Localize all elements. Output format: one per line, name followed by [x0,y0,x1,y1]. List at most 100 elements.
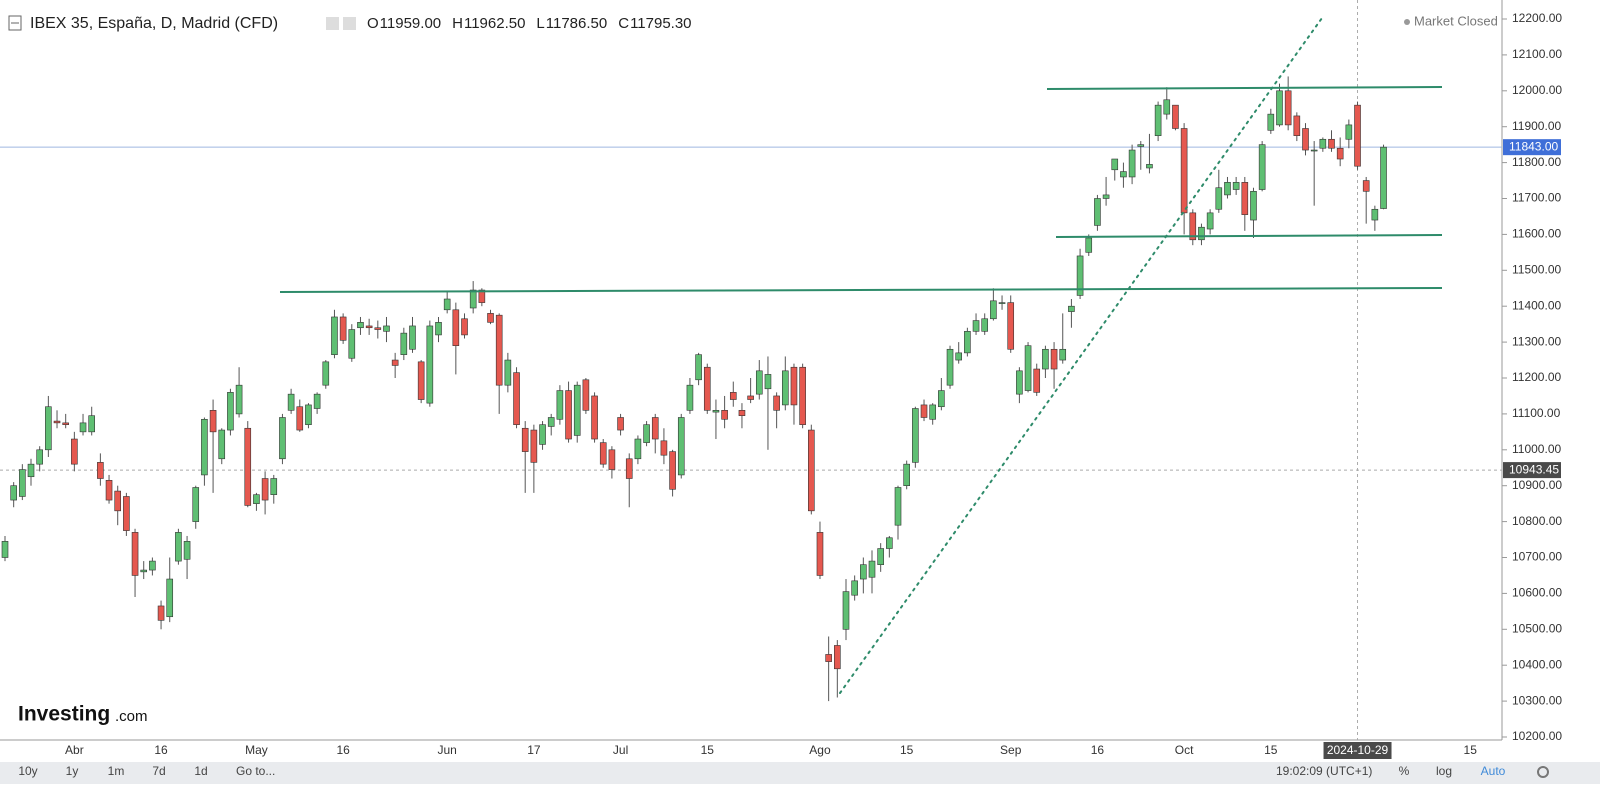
x-tick-label: Jul [613,743,628,757]
option-button[interactable]: % [1399,764,1410,778]
candle-body [10,485,17,501]
candle-body [1284,90,1292,126]
ohlc-value: 11786.50 [546,15,607,32]
option-button[interactable]: Auto [1481,764,1506,778]
candle-body [530,429,538,463]
candle-body [218,429,226,460]
candle-body [348,329,356,359]
candle-body [1137,144,1145,147]
candle-body [608,449,616,470]
symbol-title: IBEX 35, España, D, Madrid (CFD) [30,15,278,32]
candle-body [1241,182,1249,215]
candle-body [617,417,624,431]
crosshair-date-box [1323,742,1392,759]
candle-body [686,384,694,411]
option-button[interactable]: log [1436,764,1452,778]
candle-body [851,580,858,596]
x-tick-label: 15 [1264,743,1278,757]
y-tick-label: 11800.00 [1512,155,1561,169]
range-button[interactable]: 1m [108,764,125,778]
x-tick-label: 15 [900,743,914,757]
candle-body [19,469,26,497]
y-tick-label: 10900.00 [1512,478,1562,492]
candle-body [1189,212,1197,241]
candle-body [998,302,1006,304]
y-tick-label: 11600.00 [1512,227,1561,241]
candle-body [1354,104,1361,167]
range-button[interactable]: 10y [18,764,37,778]
x-tick-label: 16 [1091,743,1105,757]
candle-body [781,370,789,406]
candle-body [409,325,416,350]
y-tick-label: 11900.00 [1512,119,1561,133]
candle-body [36,449,43,465]
candle-body [721,410,728,420]
candle-body [634,438,642,460]
y-tick-label: 10400.00 [1512,657,1562,671]
candle-body [157,605,165,621]
icon[interactable] [343,17,356,30]
candle-body [755,370,763,395]
candle-body [1111,158,1119,171]
candle-body [591,395,598,440]
candle-body [868,560,876,578]
ohlc-value: 11795.30 [630,15,691,32]
last-price-label: 11843.00 [1509,139,1558,153]
candle-body [1328,138,1335,149]
candle-body [114,490,122,512]
candle-body [227,392,234,431]
candle-body [729,392,737,400]
candle-body [573,384,581,436]
candle-body [487,313,494,323]
candle-body [1371,208,1379,221]
candle-body [183,541,191,560]
range-button[interactable]: 7d [152,764,165,778]
candle-body [79,422,87,433]
ohlc-legend: O 11959.00 H 11962.50 L 11786.50 C 11795.30 [367,15,692,32]
y-tick-label: 11000.00 [1512,442,1561,456]
candle-body [920,404,928,418]
candle-body [513,372,520,425]
candle-body [938,390,945,408]
candle-body [426,325,434,404]
candle-body [435,322,442,336]
settings-icon[interactable] [1537,766,1549,778]
candle-body [279,417,286,460]
ohlc-key: H [452,15,463,32]
candle-body [53,420,61,424]
logo-suffix: .com [115,708,148,725]
candle-body [235,384,243,415]
candle-body [443,298,451,311]
candle-body [123,496,130,531]
candle-body [383,325,390,332]
candle-body [391,359,399,366]
range-button[interactable]: 1y [66,764,79,778]
candle-body [1224,182,1231,196]
x-tick-label: May [245,743,268,757]
y-tick-label: 11100.00 [1512,406,1561,420]
candle-body [365,325,373,329]
candle-body [270,478,278,495]
candle-body [903,463,910,487]
candle-body [677,417,685,476]
crosshair-label: 10943.45 [1509,462,1559,476]
collapse-icon[interactable] [8,15,22,31]
ohlc-key: O [367,15,379,32]
candle-body [1146,164,1153,169]
candle-body [894,487,902,526]
candle-body [764,374,772,390]
crosshair-box [1503,462,1561,479]
candle-body [1172,104,1179,129]
range-button[interactable]: 1d [194,764,207,778]
icon[interactable] [326,17,339,30]
candle-body [469,289,477,309]
candle-body [331,316,338,355]
x-tick-label: 15 [701,743,715,757]
ohlc-key: C [618,15,629,32]
candle-body [1094,198,1101,226]
candle-body [712,410,720,413]
candle-body [1033,368,1041,393]
candle-body [842,591,850,630]
y-tick-label: 10500.00 [1512,621,1562,635]
goto-button[interactable]: Go to... [236,764,275,778]
